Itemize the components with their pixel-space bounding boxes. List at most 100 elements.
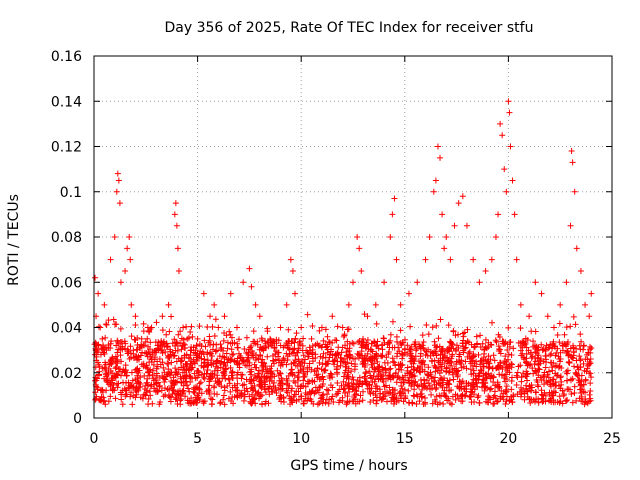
data-point [494, 398, 501, 405]
data-point [444, 377, 451, 384]
data-point [220, 337, 227, 344]
data-point [165, 361, 172, 368]
data-point [332, 351, 339, 358]
data-point [547, 396, 554, 403]
data-point [367, 399, 374, 406]
data-point [425, 331, 432, 338]
data-point [227, 290, 234, 297]
data-point [133, 384, 140, 391]
data-point [322, 341, 329, 348]
data-point [192, 350, 199, 357]
data-point [217, 364, 224, 371]
data-point [322, 399, 329, 406]
data-point [383, 354, 390, 361]
data-point [324, 333, 331, 340]
data-point [454, 392, 461, 399]
data-point [469, 362, 476, 369]
data-point [526, 313, 533, 320]
data-point [396, 375, 403, 382]
data-point [448, 401, 455, 408]
data-point [445, 369, 452, 376]
data-point [348, 360, 355, 367]
data-point [114, 356, 121, 363]
data-point [387, 365, 394, 372]
data-point [479, 340, 486, 347]
data-point [386, 366, 393, 373]
data-point [537, 355, 544, 362]
data-point [301, 356, 308, 363]
data-point [586, 360, 593, 367]
data-point [541, 381, 548, 388]
data-point [359, 388, 366, 395]
data-point [569, 399, 576, 406]
data-point [506, 109, 513, 116]
data-point [557, 373, 564, 380]
data-point [434, 143, 441, 150]
data-point [322, 354, 329, 361]
x-tick-label: 5 [193, 431, 202, 447]
data-point [156, 383, 163, 390]
data-point [142, 392, 149, 399]
data-point [382, 392, 389, 399]
data-point [112, 353, 119, 360]
data-point [320, 350, 327, 357]
data-point [460, 347, 467, 354]
data-point [188, 366, 195, 373]
data-point [420, 339, 427, 346]
data-point [322, 326, 329, 333]
data-point [357, 352, 364, 359]
data-point [416, 368, 423, 375]
data-point [211, 333, 218, 340]
data-point [117, 279, 124, 286]
data-point [327, 382, 334, 389]
data-point [413, 401, 420, 408]
data-point [346, 388, 353, 395]
data-point [243, 334, 250, 341]
data-point [132, 322, 139, 329]
data-point [99, 346, 106, 353]
data-point [172, 396, 179, 403]
data-point [456, 351, 463, 358]
data-point [98, 345, 105, 352]
data-point [502, 386, 509, 393]
data-point [497, 359, 504, 366]
data-point [234, 380, 241, 387]
data-point [319, 383, 326, 390]
data-point [528, 328, 535, 335]
data-point [322, 366, 329, 373]
data-point [502, 364, 509, 371]
data-point [234, 361, 241, 368]
data-point [470, 256, 477, 263]
data-point [338, 382, 345, 389]
data-point [119, 339, 126, 346]
data-point [277, 370, 284, 377]
data-point [274, 367, 281, 374]
data-point [238, 375, 245, 382]
data-point [145, 395, 152, 402]
data-point [399, 362, 406, 369]
data-point [470, 383, 477, 390]
data-point [333, 337, 340, 344]
data-point [459, 193, 466, 200]
data-point [178, 346, 185, 353]
data-point [234, 388, 241, 394]
data-point [228, 346, 235, 353]
data-point [441, 245, 448, 252]
data-point [127, 393, 134, 400]
data-point [400, 379, 407, 386]
data-point [344, 393, 351, 400]
data-point [241, 381, 248, 388]
data-point [392, 362, 399, 369]
data-point [565, 338, 572, 345]
data-point [259, 400, 266, 407]
data-point [334, 379, 341, 386]
data-point [465, 350, 472, 357]
data-point [483, 345, 490, 352]
data-point [244, 388, 251, 395]
data-point [138, 335, 145, 342]
data-point [292, 335, 299, 342]
data-point [345, 365, 352, 372]
data-point [558, 378, 565, 385]
data-point [334, 323, 341, 330]
data-point [200, 364, 207, 371]
